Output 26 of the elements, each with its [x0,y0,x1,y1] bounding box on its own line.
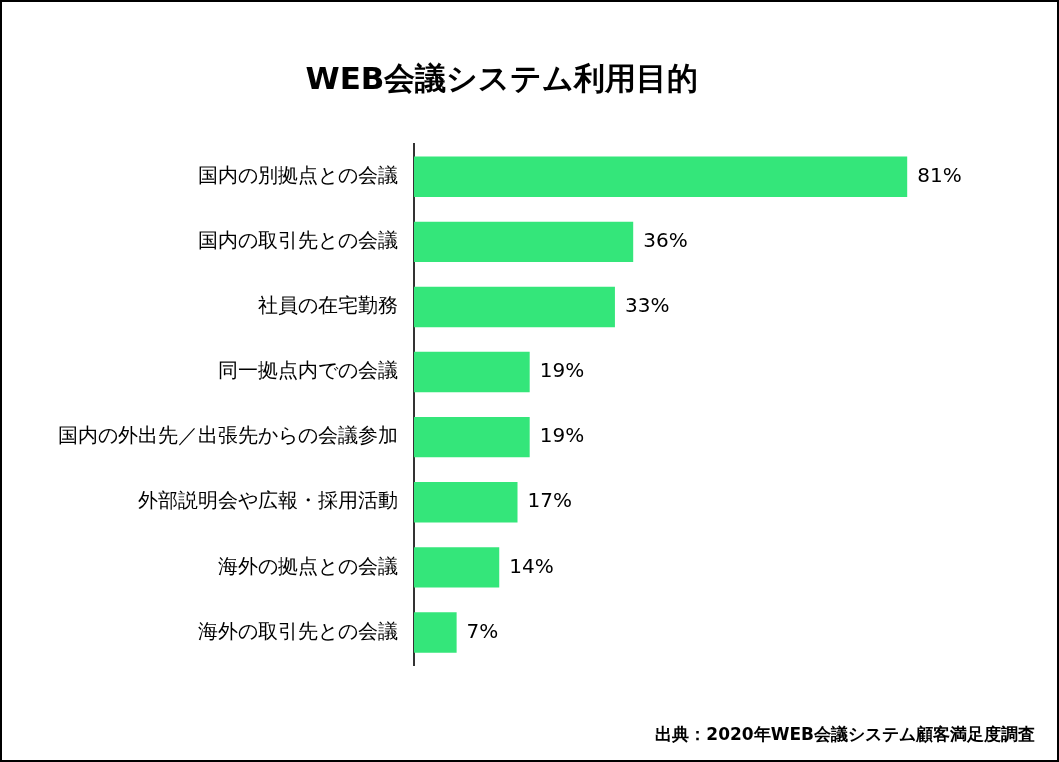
data-label: 33% [624,293,670,318]
chart-title: WEB会議システム利用目的 [305,59,699,96]
source-note: 出典：2020年WEB会議システム顧客満足度調査 [655,724,1035,745]
data-label: 14% [509,553,554,578]
bar [414,416,530,458]
bar [414,612,457,653]
y-tick-label: 国内の取引先との会議 [198,228,398,253]
y-tick-label: 国内の別拠点との会議 [198,162,398,187]
y-tick-label: 外部説明会や広報・採用活動 [138,488,398,513]
data-label: 19% [539,423,585,448]
y-tick-label: 社員の在宅勤務 [258,293,398,318]
y-tick-label: 海外の取引先との会議 [198,618,398,643]
data-label: 19% [539,358,585,383]
data-label: 17% [527,488,572,513]
bar [414,156,908,197]
bar [414,482,518,523]
y-tick-label: 海外の拠点との会議 [218,553,398,578]
y-tick-label: 国内の外出先／出張先からの会議参加 [58,423,398,448]
bar [414,547,500,588]
bar [414,351,530,393]
data-label: 81% [917,162,962,187]
data-label: 7% [466,618,499,643]
y-tick-label: 同一拠点内での会議 [218,358,398,383]
bar [414,221,634,263]
bar [414,286,615,328]
data-label: 36% [643,228,688,253]
